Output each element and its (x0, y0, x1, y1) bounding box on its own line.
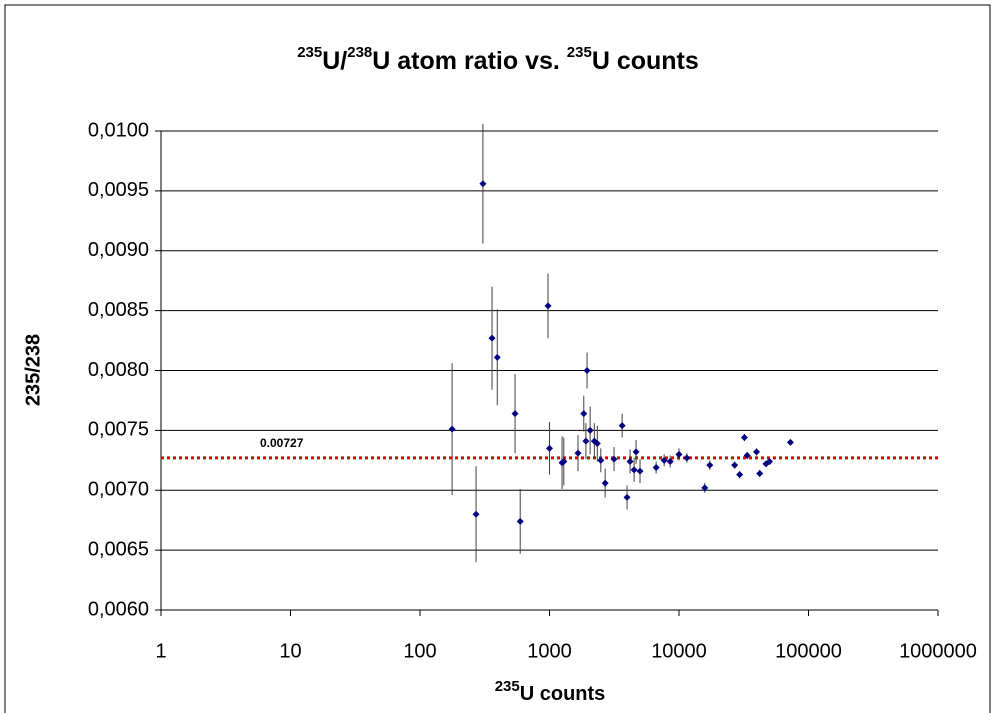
data-point (753, 448, 761, 456)
chart-title: 235U/238U atom ratio vs. 235U counts (297, 44, 699, 75)
title-part: 238 (347, 44, 372, 61)
data-point (583, 367, 591, 374)
data-point (731, 461, 739, 469)
x-tick-label: 100 (403, 640, 436, 662)
data-point (766, 458, 774, 466)
y-tick-label: 0,0085 (88, 299, 149, 321)
data-point (574, 449, 582, 457)
data-point (626, 458, 634, 466)
data-point (618, 422, 626, 430)
x-tick-label: 1000000 (899, 640, 977, 662)
y-tick-label: 0,0095 (88, 179, 149, 201)
data-point (623, 493, 631, 501)
data-point (652, 463, 660, 471)
data-point (582, 437, 590, 445)
data-point (683, 454, 691, 462)
data-point (666, 458, 674, 466)
data-point (736, 471, 744, 479)
data-point (756, 469, 764, 477)
data-point (593, 440, 601, 448)
y-tick-label: 0,0080 (88, 359, 149, 381)
title-part: U atom ratio vs. (372, 47, 567, 75)
data-point (488, 334, 496, 342)
data-point (586, 426, 594, 434)
x-tick-label: 100000 (775, 640, 842, 662)
title-part: U counts (592, 47, 699, 75)
data-point (706, 461, 714, 469)
data-point (493, 353, 501, 361)
data-point (544, 302, 552, 310)
x-title-part: 235 (495, 678, 520, 695)
data-point (660, 456, 668, 464)
title-part: U/ (322, 47, 347, 75)
data-point (630, 466, 638, 474)
x-tick-label: 10000 (651, 640, 707, 662)
data-point (636, 467, 644, 475)
reference-label: 0.00727 (260, 436, 304, 450)
data-point (511, 410, 519, 418)
data-point (610, 455, 618, 463)
title-part: 235 (567, 44, 592, 61)
data-point (479, 180, 487, 188)
data-point (516, 517, 524, 525)
y-tick-label: 0,0100 (88, 119, 149, 141)
data-point (675, 450, 683, 458)
data-point (601, 479, 609, 487)
data-point (701, 484, 709, 492)
data-point (740, 434, 748, 442)
data-point (743, 452, 751, 460)
title-part: 235 (297, 44, 322, 61)
data-point (448, 425, 456, 433)
x-title-part: U counts (520, 683, 606, 705)
x-tick-label: 10 (279, 640, 301, 662)
data-point (597, 456, 605, 464)
y-tick-label: 0,0060 (88, 598, 149, 620)
y-tick-label: 0,0075 (88, 419, 149, 441)
y-tick-label: 0,0070 (88, 479, 149, 501)
data-point (786, 438, 794, 446)
data-point (560, 458, 568, 466)
data-point (580, 410, 588, 418)
x-axis-title: 235U counts (495, 678, 606, 705)
x-tick-label: 1000 (527, 640, 572, 662)
y-axis-title: 235/238 (22, 334, 44, 406)
y-tick-label: 0,0090 (88, 239, 149, 261)
data-point (632, 448, 640, 456)
data-point (546, 444, 553, 452)
y-tick-label: 0,0065 (88, 538, 149, 560)
data-point (472, 510, 480, 518)
x-tick-label: 1 (155, 640, 166, 662)
